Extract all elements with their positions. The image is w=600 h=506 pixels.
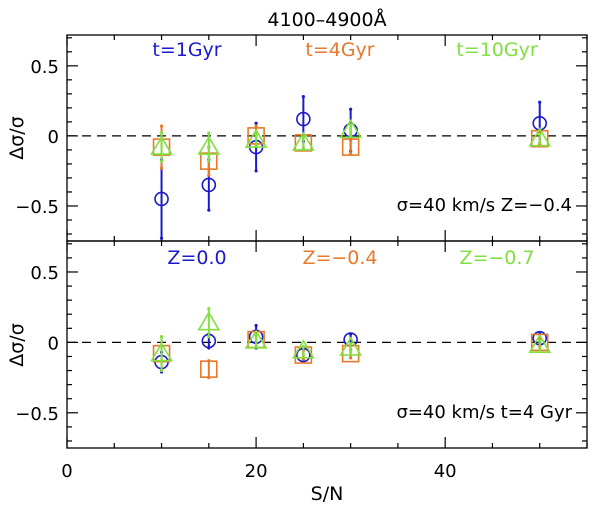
- series-triangle: [150, 118, 552, 163]
- y-axis-label-top: Δσ/σ: [6, 116, 28, 159]
- panel-annotation: σ=40 km/s t=4 Gyr: [396, 402, 572, 423]
- error-bar-cap: [207, 208, 211, 212]
- error-bar-cap: [349, 356, 353, 360]
- error-bar-cap: [538, 100, 542, 104]
- legend-label: Z=−0.7: [459, 247, 534, 269]
- legend-label: Z=−0.4: [302, 247, 377, 269]
- data-point: [150, 135, 173, 155]
- data-point: [150, 342, 173, 362]
- y-tick-label: 0.5: [30, 57, 59, 78]
- error-bar-cap: [207, 335, 211, 339]
- data-point: [296, 111, 311, 127]
- error-bar-cap: [254, 169, 258, 173]
- data-point: [197, 311, 221, 331]
- legend-label: t=4Gyr: [305, 39, 374, 61]
- error-bar-cap: [254, 132, 258, 137]
- series-triangle: [150, 306, 552, 373]
- y-tick-label: 0.5: [30, 263, 59, 284]
- error-bar-cap: [159, 131, 164, 135]
- data-point: [244, 329, 268, 349]
- data-point: [339, 118, 363, 139]
- series-circle: [154, 95, 548, 240]
- error-bar-cap: [254, 323, 258, 328]
- data-point: [341, 138, 360, 156]
- error-bar-cap: [349, 107, 353, 111]
- error-bar-cap: [538, 339, 542, 343]
- error-bar-cap: [159, 236, 164, 240]
- x-tick-labels: 0 20 40: [61, 461, 456, 482]
- error-bar-cap: [538, 141, 542, 145]
- panel-annotation: σ=40 km/s Z=−0.4: [397, 195, 572, 216]
- y-tick-label: −0.5: [15, 404, 59, 425]
- data-point: [200, 360, 218, 378]
- error-bar-cap: [207, 306, 211, 311]
- error-bar-cap: [207, 173, 211, 177]
- y-tick-label: −0.5: [15, 197, 59, 218]
- chart-title: 4100–4900Å: [267, 8, 386, 31]
- error-bar-cap: [207, 159, 211, 163]
- x-tick-label: 20: [245, 461, 268, 482]
- error-bar-cap: [254, 124, 258, 128]
- data-point: [197, 135, 221, 155]
- plot-frame: [66, 240, 588, 449]
- data-point: [154, 191, 169, 207]
- error-bar-cap: [159, 368, 164, 373]
- error-bar-cap: [538, 132, 542, 137]
- data-point: [291, 339, 315, 359]
- error-bar-cap: [254, 121, 258, 125]
- bottom-panel: −0.5 0 0.5 Z=0.0 Z=−0.4 Z=−0.7 σ=40 km/s t=4 G…: [15, 240, 588, 449]
- error-bar-cap: [301, 135, 305, 139]
- error-bar-cap: [301, 345, 305, 349]
- legend-label: Z=0.0: [167, 247, 226, 269]
- error-bar-cap: [349, 123, 353, 127]
- error-bar-cap: [159, 124, 164, 128]
- error-bar-cap: [159, 159, 164, 163]
- y-tick-label: 0: [48, 333, 59, 354]
- data-point: [244, 128, 268, 148]
- data-point: [294, 134, 313, 152]
- x-tick-label: 40: [434, 461, 457, 482]
- y-axis-label-bottom: Δσ/σ: [6, 323, 28, 366]
- error-bar-cap: [301, 353, 305, 357]
- error-bar-cap: [159, 335, 164, 339]
- legend-label: t=10Gyr: [456, 39, 538, 61]
- data-point: [528, 333, 552, 354]
- y-tick-label: 0: [48, 127, 59, 148]
- legend-label: t=1Gyr: [152, 39, 221, 61]
- data-point: [201, 177, 217, 193]
- error-bar-cap: [207, 131, 211, 135]
- data-point: [528, 127, 552, 147]
- data-point: [530, 129, 549, 148]
- error-bar-cap: [254, 333, 258, 337]
- x-tick-label: 0: [61, 461, 72, 482]
- data-point: [339, 336, 363, 356]
- error-bar-cap: [349, 342, 353, 346]
- error-bar-cap: [349, 350, 353, 354]
- x-axis-label: S/N: [311, 483, 344, 505]
- top-panel: −0.5 0 0.5 t=1Gyr t=4Gyr t=10Gyr σ=40 km/s Z=−…: [15, 34, 588, 242]
- error-bar-cap: [159, 166, 164, 170]
- error-bar-cap: [538, 347, 542, 352]
- error-bar-cap: [301, 95, 305, 99]
- data-point: [291, 131, 315, 151]
